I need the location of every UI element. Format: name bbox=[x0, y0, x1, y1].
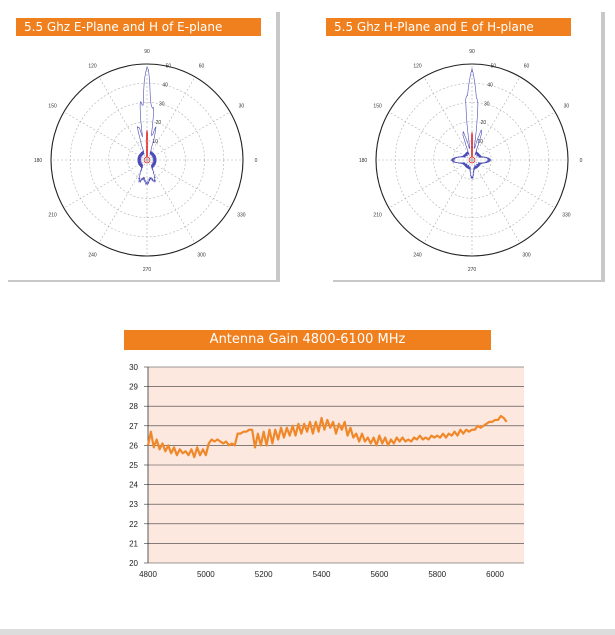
polar-ring bbox=[127, 140, 167, 180]
gain-y-tick-label: 26 bbox=[129, 441, 138, 450]
polar-angle-label: 240 bbox=[413, 252, 422, 258]
polar-left-panel-shadow bbox=[276, 12, 280, 282]
polar-radial-label: 10 bbox=[152, 139, 158, 145]
polar-angle-label: 300 bbox=[522, 252, 531, 258]
polar-angle-label: 150 bbox=[373, 104, 382, 110]
gain-chart: 20 21 22 23 24 25 26 27 28 29 30 4800 5000 5200 5400 56… bbox=[129, 363, 524, 579]
polar-pattern-trace bbox=[137, 66, 157, 186]
polar-angle-label: 120 bbox=[88, 64, 97, 70]
polar-spoke bbox=[423, 76, 473, 161]
polar-left-panel-shadow-bottom bbox=[8, 280, 280, 282]
polar-radial-label: 20 bbox=[156, 120, 162, 126]
gain-y-tick-label: 24 bbox=[129, 481, 138, 490]
polar-spoke bbox=[98, 76, 148, 161]
polar-ring bbox=[433, 121, 511, 199]
polar-angle-label: 180 bbox=[359, 158, 368, 164]
polar-angle-label: 60 bbox=[524, 64, 530, 70]
polar-radial-label: 40 bbox=[487, 82, 493, 88]
polar-angle-label: 330 bbox=[562, 213, 571, 219]
polar-angle-label: 270 bbox=[143, 267, 152, 273]
gain-y-tick-label: 21 bbox=[129, 539, 138, 548]
polar-angle-label: 180 bbox=[34, 158, 43, 164]
gain-y-tick-label: 28 bbox=[129, 402, 138, 411]
polar-angle-label: 240 bbox=[88, 252, 97, 258]
gain-chart-title: Antenna Gain 4800-6100 MHz bbox=[124, 330, 491, 350]
polar-radial-label: 10 bbox=[477, 139, 483, 145]
polar-left-chart: 0 30 60 90 120 150 180 210 240 270 300 330 10 20 30 40 5… bbox=[34, 49, 258, 273]
gain-x-tick-label: 5800 bbox=[428, 570, 446, 579]
gain-y-tick-label: 30 bbox=[129, 363, 138, 372]
polar-angle-label: 90 bbox=[144, 49, 150, 55]
gain-x-tick-label: 5000 bbox=[197, 570, 215, 579]
gain-x-tick-label: 5200 bbox=[255, 570, 273, 579]
polar-spoke bbox=[98, 159, 148, 244]
polar-right-panel-shadow bbox=[601, 12, 605, 282]
polar-angle-label: 300 bbox=[197, 252, 206, 258]
gain-y-tick-label: 23 bbox=[129, 500, 138, 509]
polar-left-title: 5.5 Ghz E-Plane and H of E-plane bbox=[16, 18, 261, 36]
polar-angle-label: 30 bbox=[239, 104, 245, 110]
polar-angle-label: 0 bbox=[255, 158, 258, 164]
polar-right-title: 5.5 Ghz H-Plane and E of H-plane bbox=[326, 18, 571, 36]
polar-spoke bbox=[471, 76, 521, 161]
polar-angle-label: 270 bbox=[468, 267, 477, 273]
gain-x-tick-label: 5600 bbox=[370, 570, 388, 579]
polar-angle-label: 120 bbox=[413, 64, 422, 70]
polar-angle-label: 210 bbox=[373, 213, 382, 219]
polar-radial-label: 20 bbox=[481, 120, 487, 126]
polar-angle-label: 210 bbox=[48, 213, 57, 219]
polar-spoke bbox=[471, 159, 556, 209]
gain-x-tick-label: 6000 bbox=[486, 570, 504, 579]
gain-y-tick-label: 29 bbox=[129, 383, 138, 392]
polar-radial-label: 40 bbox=[162, 82, 168, 88]
gain-x-tick-label: 5400 bbox=[313, 570, 331, 579]
polar-radial-label: 30 bbox=[159, 101, 165, 107]
polar-angle-label: 90 bbox=[469, 49, 475, 55]
polar-spoke bbox=[146, 76, 196, 161]
page-bottom-divider bbox=[0, 629, 615, 635]
polar-right-chart: 0 30 60 90 120 150 180 210 240 270 300 330 10 20 30 40 5… bbox=[359, 49, 583, 273]
gain-y-tick-label: 25 bbox=[129, 461, 138, 470]
gain-series-line bbox=[146, 414, 508, 459]
polar-right-panel-shadow-bottom bbox=[333, 280, 605, 282]
polar-radial-label: 50 bbox=[491, 63, 497, 69]
polar-spoke bbox=[146, 111, 231, 161]
polar-pattern-trace-secondary bbox=[468, 132, 476, 164]
polar-radial-label: 50 bbox=[166, 63, 172, 69]
gain-x-tick-label: 4800 bbox=[139, 570, 157, 579]
polar-spoke bbox=[471, 159, 521, 244]
polar-angle-label: 60 bbox=[199, 64, 205, 70]
polar-angle-label: 30 bbox=[564, 104, 570, 110]
polar-spoke bbox=[146, 159, 196, 244]
polar-right-panel: 5.5 Ghz H-Plane and E of H-plane 0 30 60 90… bbox=[326, 12, 601, 280]
polar-ring bbox=[108, 121, 186, 199]
polar-spoke bbox=[146, 159, 231, 209]
polar-pattern-trace bbox=[450, 67, 492, 180]
polar-radial-label: 30 bbox=[484, 101, 490, 107]
polar-spoke bbox=[423, 159, 473, 244]
polar-angle-label: 0 bbox=[580, 158, 583, 164]
polar-angle-label: 150 bbox=[48, 104, 57, 110]
polar-outer-ring bbox=[375, 63, 569, 257]
gain-y-tick-label: 27 bbox=[129, 422, 138, 431]
gain-y-tick-label: 22 bbox=[129, 520, 138, 529]
polar-left-panel: 5.5 Ghz E-Plane and H of E-plane 0 30 60 90… bbox=[8, 12, 276, 280]
polar-pattern-trace-secondary bbox=[143, 130, 151, 164]
polar-angle-label: 330 bbox=[237, 213, 246, 219]
gain-y-tick-label: 20 bbox=[129, 559, 138, 568]
polar-outer-ring bbox=[50, 63, 244, 257]
polar-spoke bbox=[471, 111, 556, 161]
